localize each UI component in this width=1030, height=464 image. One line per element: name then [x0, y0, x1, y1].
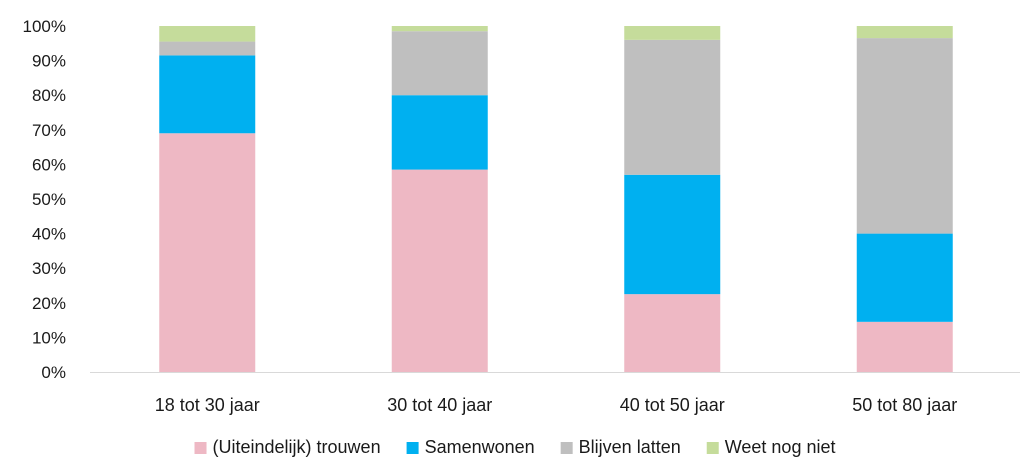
- bar-segment: [391, 169, 488, 372]
- legend-item: Samenwonen: [406, 437, 535, 457]
- y-tick-label: 40%: [32, 225, 66, 244]
- legend-swatch: [560, 442, 573, 454]
- bars: [159, 26, 953, 372]
- bar-segment: [159, 55, 256, 134]
- legend-item: (Uiteindelijk) trouwen: [194, 437, 381, 457]
- legend-item: Weet nog niet: [706, 437, 836, 457]
- legend-label: Blijven latten: [579, 437, 681, 457]
- bar-segment: [856, 321, 953, 372]
- bar-segment: [856, 38, 953, 234]
- x-tick-label: 30 tot 40 jaar: [387, 395, 492, 415]
- x-tick-label: 50 tot 80 jaar: [852, 395, 957, 415]
- bar-segment: [391, 95, 488, 170]
- y-tick-label: 70%: [32, 121, 66, 140]
- y-tick-label: 0%: [41, 363, 66, 382]
- bar-segment: [624, 174, 721, 295]
- legend-label: (Uiteindelijk) trouwen: [213, 437, 381, 457]
- bar-segment: [391, 26, 488, 32]
- bar-segment: [159, 41, 256, 56]
- legend-item: Blijven latten: [560, 437, 681, 457]
- y-tick-label: 60%: [32, 155, 66, 174]
- x-axis: 18 tot 30 jaar 30 tot 40 jaar 40 tot 50 ja…: [155, 395, 958, 415]
- x-tick-label: 18 tot 30 jaar: [155, 395, 260, 415]
- legend-label: Weet nog niet: [725, 437, 836, 457]
- bar-segment: [391, 31, 488, 96]
- y-tick-label: 90%: [32, 52, 66, 71]
- legend-swatch: [706, 442, 719, 454]
- y-tick-label: 20%: [32, 294, 66, 313]
- bar-segment: [856, 233, 953, 322]
- bar-segment: [856, 26, 953, 39]
- y-tick-label: 100%: [23, 17, 66, 36]
- bar-segment: [159, 133, 256, 372]
- legend-swatch: [406, 442, 419, 454]
- bar-segment: [624, 294, 721, 372]
- x-tick-label: 40 tot 50 jaar: [620, 395, 725, 415]
- bar-segment: [624, 39, 721, 175]
- legend-label: Samenwonen: [425, 437, 535, 457]
- legend-swatch: [194, 442, 207, 454]
- y-tick-label: 10%: [32, 328, 66, 347]
- y-tick-label: 30%: [32, 259, 66, 278]
- y-tick-label: 80%: [32, 86, 66, 105]
- bar-segment: [624, 26, 721, 40]
- y-tick-label: 50%: [32, 190, 66, 209]
- y-axis: 0% 10% 20% 30% 40% 50% 60% 70% 80% 90% 100%: [23, 17, 66, 382]
- legend: (Uiteindelijk) trouwen Samenwonen Blijven …: [194, 437, 836, 457]
- bar-segment: [159, 26, 256, 42]
